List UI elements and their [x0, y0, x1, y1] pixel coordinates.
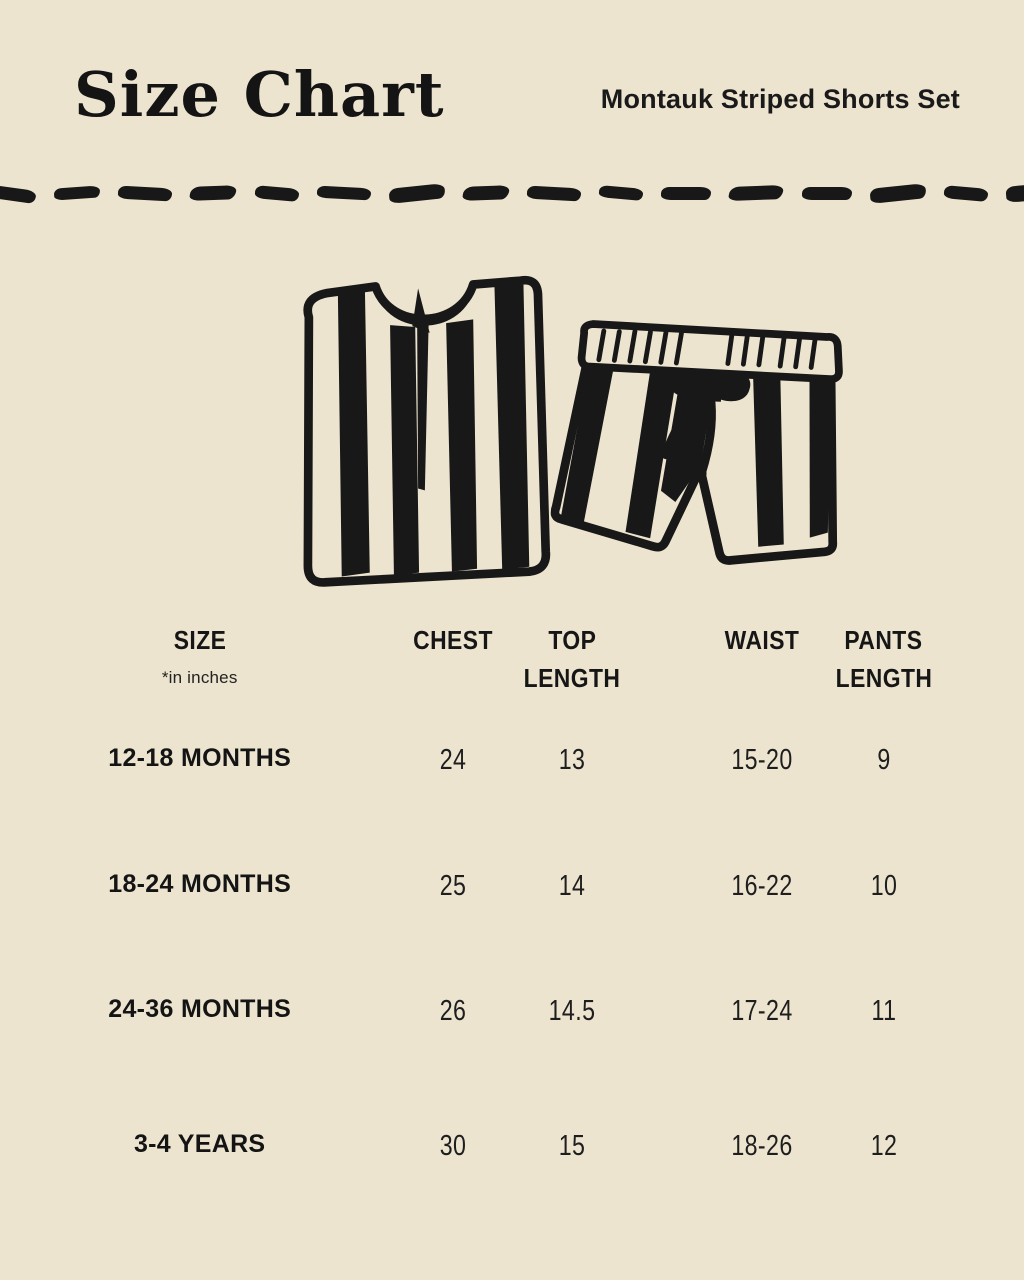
- unit-note: *in inches: [161, 667, 238, 687]
- brush-dash: [189, 185, 238, 201]
- column-header-waist: WAIST: [719, 622, 804, 660]
- striped-shorts-illustration: [550, 320, 843, 565]
- cell-size: 3-4 YEARS: [133, 1130, 266, 1158]
- table-row: 24-36 MONTHS 26 14.5 17-24 11: [0, 995, 1024, 1049]
- brush-dash: [461, 185, 511, 201]
- brush-dash: [661, 186, 712, 200]
- brush-dash-divider: [0, 180, 1024, 206]
- column-header-label: CHEST: [412, 625, 493, 655]
- column-header-label: TOP: [548, 625, 597, 655]
- brush-dash: [1005, 183, 1024, 203]
- column-header-label-line2: LENGTH: [524, 662, 621, 693]
- cell-top-length: 14: [559, 870, 586, 902]
- column-header-top-length: TOP LENGTH: [517, 622, 627, 697]
- cell-size: 18-24 MONTHS: [108, 870, 292, 898]
- cell-chest: 25: [439, 870, 466, 902]
- cell-size: 24-36 MONTHS: [108, 995, 292, 1023]
- cell-pants-length: 12: [870, 1130, 898, 1162]
- table-row: 12-18 MONTHS 24 13 15-20 9: [0, 744, 1024, 798]
- cell-size: 12-18 MONTHS: [108, 744, 292, 772]
- brush-dash: [526, 185, 582, 201]
- brush-dash: [0, 182, 37, 204]
- cell-top-length: 14.5: [549, 995, 596, 1027]
- brush-dash: [254, 184, 299, 202]
- table-row: 3-4 YEARS 30 15 18-26 12: [0, 1130, 1024, 1184]
- brush-dash: [316, 185, 371, 201]
- cell-waist: 17-24: [731, 995, 793, 1027]
- brush-dash: [388, 182, 446, 204]
- cell-pants-length: 9: [877, 744, 891, 776]
- cell-waist: 15-20: [731, 744, 793, 776]
- table-header-row: SIZE *in inches CHEST TOP LENGTH WAIST P…: [0, 622, 1024, 712]
- product-illustration: [0, 252, 1024, 612]
- brush-dash: [801, 186, 852, 200]
- cell-waist: 18-26: [731, 1130, 793, 1162]
- product-name: Montauk Striped Shorts Set: [600, 84, 960, 114]
- cell-top-length: 15: [559, 1130, 586, 1162]
- column-header-size: SIZE *in inches: [162, 622, 238, 688]
- column-header-label: PANTS: [844, 625, 923, 655]
- table-row: 18-24 MONTHS 25 14 16-22 10: [0, 870, 1024, 924]
- brush-dash: [943, 184, 989, 202]
- brush-dash: [868, 182, 927, 204]
- column-header-chest: CHEST: [407, 622, 498, 660]
- page-title: Size Chart: [74, 58, 445, 131]
- column-header-label: SIZE: [173, 625, 226, 655]
- column-header-pants-length: PANTS LENGTH: [829, 622, 939, 697]
- brush-dash: [728, 185, 785, 201]
- column-header-label: WAIST: [724, 625, 800, 655]
- size-table: SIZE *in inches CHEST TOP LENGTH WAIST P…: [0, 622, 1024, 1184]
- striped-top-illustration: [303, 275, 551, 587]
- cell-pants-length: 10: [870, 870, 898, 902]
- cell-chest: 30: [439, 1130, 466, 1162]
- cell-chest: 26: [439, 995, 466, 1027]
- column-header-label-line2: LENGTH: [835, 662, 933, 693]
- cell-pants-length: 11: [871, 995, 897, 1027]
- cell-waist: 16-22: [731, 870, 793, 902]
- brush-dash: [53, 185, 101, 201]
- cell-top-length: 13: [559, 744, 586, 776]
- cell-chest: 24: [439, 744, 466, 776]
- brush-dash: [117, 185, 173, 201]
- brush-dash: [598, 185, 644, 201]
